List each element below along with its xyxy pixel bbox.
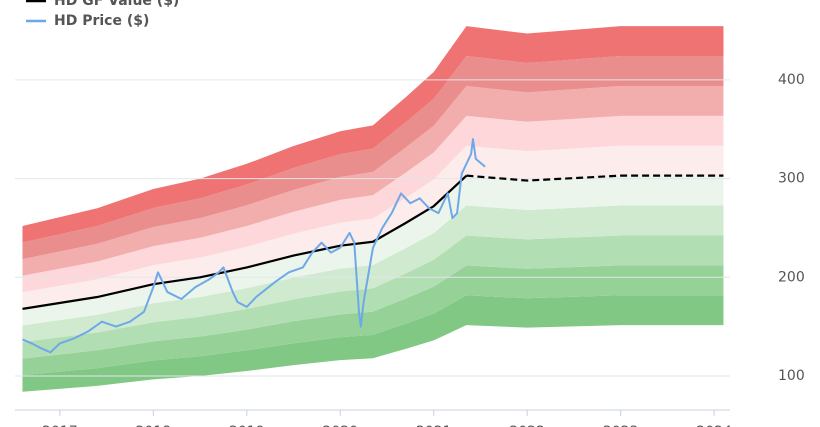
x-tick-label: 2021 — [416, 424, 452, 427]
valuation-band — [22, 205, 724, 343]
x-tick-label: 2017 — [42, 424, 78, 427]
gf-value-line — [22, 174, 468, 310]
valuation-band — [22, 235, 724, 359]
valuation-band — [22, 56, 724, 260]
legend-label: HD Price ($) — [54, 13, 149, 29]
x-tick-label: 2019 — [229, 424, 265, 427]
valuation-band — [22, 145, 724, 309]
y-tick-label: 200 — [778, 269, 805, 285]
y-tick-label: 100 — [778, 368, 805, 384]
x-tick-label: 2023 — [603, 424, 639, 427]
price-line — [22, 138, 486, 354]
valuation-band — [22, 85, 724, 276]
x-tick-label: 2020 — [322, 424, 358, 427]
valuation-band — [22, 115, 724, 293]
y-tick-label: 400 — [778, 72, 805, 88]
valuation-band — [22, 295, 724, 392]
x-tick-label: 2018 — [136, 424, 172, 427]
valuation-band — [22, 26, 724, 243]
y-tick-label: 300 — [778, 171, 805, 187]
valuation-band — [22, 265, 724, 376]
x-tick-label: 2024 — [696, 424, 732, 427]
legend-label: HD GF Value ($) — [54, 0, 179, 9]
x-tick-label: 2022 — [509, 424, 545, 427]
